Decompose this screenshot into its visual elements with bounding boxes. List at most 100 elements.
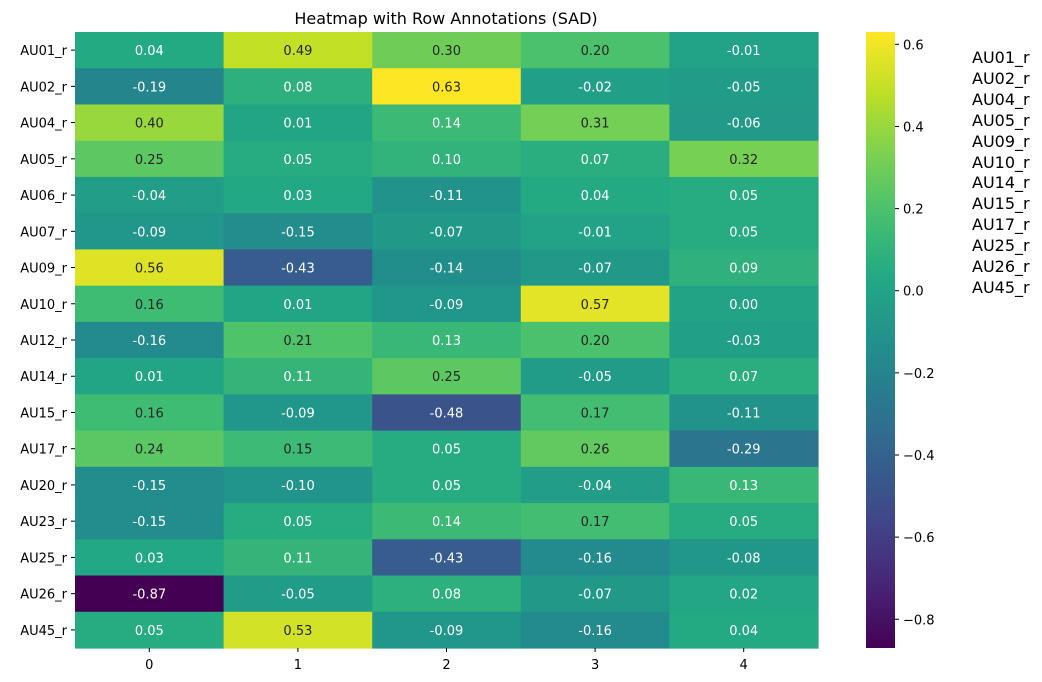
heatmap-cell [669, 68, 819, 106]
heatmap-cell [520, 466, 670, 504]
row-annotation-list: AU01_r AU02_r AU04_r AU05_r AU09_r AU10_r AU14… [972, 48, 1030, 299]
heatmap-cell [372, 321, 522, 359]
cell-value-label: 0.05 [729, 515, 758, 530]
heatmap-cell [372, 140, 522, 178]
colorbar-tick-label: −0.6 [903, 531, 935, 546]
heatmap-cell [669, 321, 819, 359]
cell-value-label: -0.48 [430, 406, 464, 421]
cell-value-label: -0.01 [578, 225, 612, 240]
cell-value-label: 0.11 [283, 370, 312, 385]
heatmap-cell [223, 430, 373, 468]
cell-value-label: 0.24 [135, 443, 164, 458]
cell-value-label: 0.20 [581, 334, 610, 349]
cell-value-label: 0.17 [581, 515, 610, 530]
row-label: AU20_r [20, 479, 67, 494]
cell-value-label: -0.01 [727, 44, 761, 59]
cell-value-label: -0.43 [430, 551, 464, 566]
cell-value-label: -0.06 [727, 117, 761, 132]
cell-value-label: 0.05 [729, 189, 758, 204]
heatmap-cell [75, 466, 225, 504]
cell-value-label: -0.11 [430, 189, 464, 204]
heatmap-cell [669, 104, 819, 142]
heatmap-cell [75, 539, 225, 577]
row-annotation-label: AU15_r [972, 194, 1030, 214]
heatmap-cell [372, 430, 522, 468]
heatmap-cell [669, 575, 819, 613]
cell-value-label: 0.05 [432, 443, 461, 458]
row-annotation-label: AU26_r [972, 257, 1030, 277]
cell-value-label: 0.05 [283, 515, 312, 530]
row-annotation-label: AU04_r [972, 89, 1030, 109]
row-label: AU05_r [20, 153, 67, 168]
heatmap-cell [223, 176, 373, 214]
cell-value-label: -0.29 [727, 443, 761, 458]
cell-value-label: 0.40 [135, 117, 164, 132]
cell-value-label: 0.08 [432, 588, 461, 603]
row-label: AU09_r [20, 262, 67, 277]
column-label: 3 [591, 658, 599, 673]
cell-value-label: -0.07 [430, 225, 464, 240]
heatmap-cell [372, 285, 522, 323]
cell-value-label: -0.05 [281, 588, 315, 603]
row-label: AU10_r [20, 298, 67, 313]
heatmap-cell [223, 611, 373, 649]
heatmap-cell [372, 104, 522, 142]
heatmap-cell [669, 249, 819, 287]
heatmap-cell [372, 394, 522, 432]
cell-value-label: 0.02 [729, 588, 758, 603]
heatmap-cell [372, 32, 522, 69]
heatmap-cell [520, 68, 670, 106]
cell-value-label: 0.56 [135, 262, 164, 277]
cell-value-label: 0.14 [432, 515, 461, 530]
cell-value-label: -0.16 [132, 334, 166, 349]
heatmap-cell [669, 32, 819, 69]
heatmap-cell [75, 68, 225, 106]
cell-value-label: 0.08 [283, 80, 312, 95]
cell-value-label: -0.16 [578, 624, 612, 639]
cell-value-label: -0.07 [578, 262, 612, 277]
row-label: AU02_r [20, 80, 67, 95]
heatmap-cell [372, 466, 522, 504]
cell-value-label: 0.10 [432, 153, 461, 168]
cell-value-label: 0.01 [283, 117, 312, 132]
row-annotation-label: AU02_r [972, 68, 1030, 88]
row-label: AU06_r [20, 189, 67, 204]
heatmap-cell [223, 321, 373, 359]
heatmap-cell [372, 575, 522, 613]
heatmap-cell [520, 140, 670, 178]
cell-value-label: 0.20 [581, 44, 610, 59]
cell-value-label: 0.49 [283, 44, 312, 59]
heatmap-cell [223, 249, 373, 287]
cell-value-label: 0.04 [135, 44, 164, 59]
cell-value-label: 0.32 [729, 153, 758, 168]
colorbar [866, 32, 895, 648]
cell-value-label: 0.63 [432, 80, 461, 95]
row-annotation-label: AU09_r [972, 131, 1030, 151]
row-annotation-label: AU10_r [972, 152, 1030, 172]
heatmap-cell [223, 140, 373, 178]
cell-value-label: 0.04 [729, 624, 758, 639]
colorbar-tick-label: 0.0 [903, 285, 924, 300]
cell-value-label: -0.10 [281, 479, 315, 494]
heatmap-cell [520, 32, 670, 69]
cell-value-label: -0.04 [132, 189, 166, 204]
heatmap-cell [372, 249, 522, 287]
heatmap-cell [520, 104, 670, 142]
column-label: 2 [442, 658, 450, 673]
heatmap-cell [223, 394, 373, 432]
cell-value-label: -0.15 [132, 479, 166, 494]
heatmap-cell [75, 394, 225, 432]
cell-value-label: 0.07 [729, 370, 758, 385]
heatmap-cell [75, 285, 225, 323]
row-label: AU07_r [20, 225, 67, 240]
colorbar-tick-label: −0.2 [903, 367, 935, 382]
row-annotation-label: AU01_r [972, 48, 1030, 67]
cell-value-label: 0.17 [581, 406, 610, 421]
heatmap-cell [75, 32, 225, 69]
cell-value-label: 0.09 [729, 262, 758, 277]
column-label: 1 [294, 658, 302, 673]
heatmap-cell [75, 176, 225, 214]
cell-value-label: -0.05 [578, 370, 612, 385]
cell-value-label: -0.87 [132, 588, 166, 603]
cell-value-label: 0.25 [432, 370, 461, 385]
